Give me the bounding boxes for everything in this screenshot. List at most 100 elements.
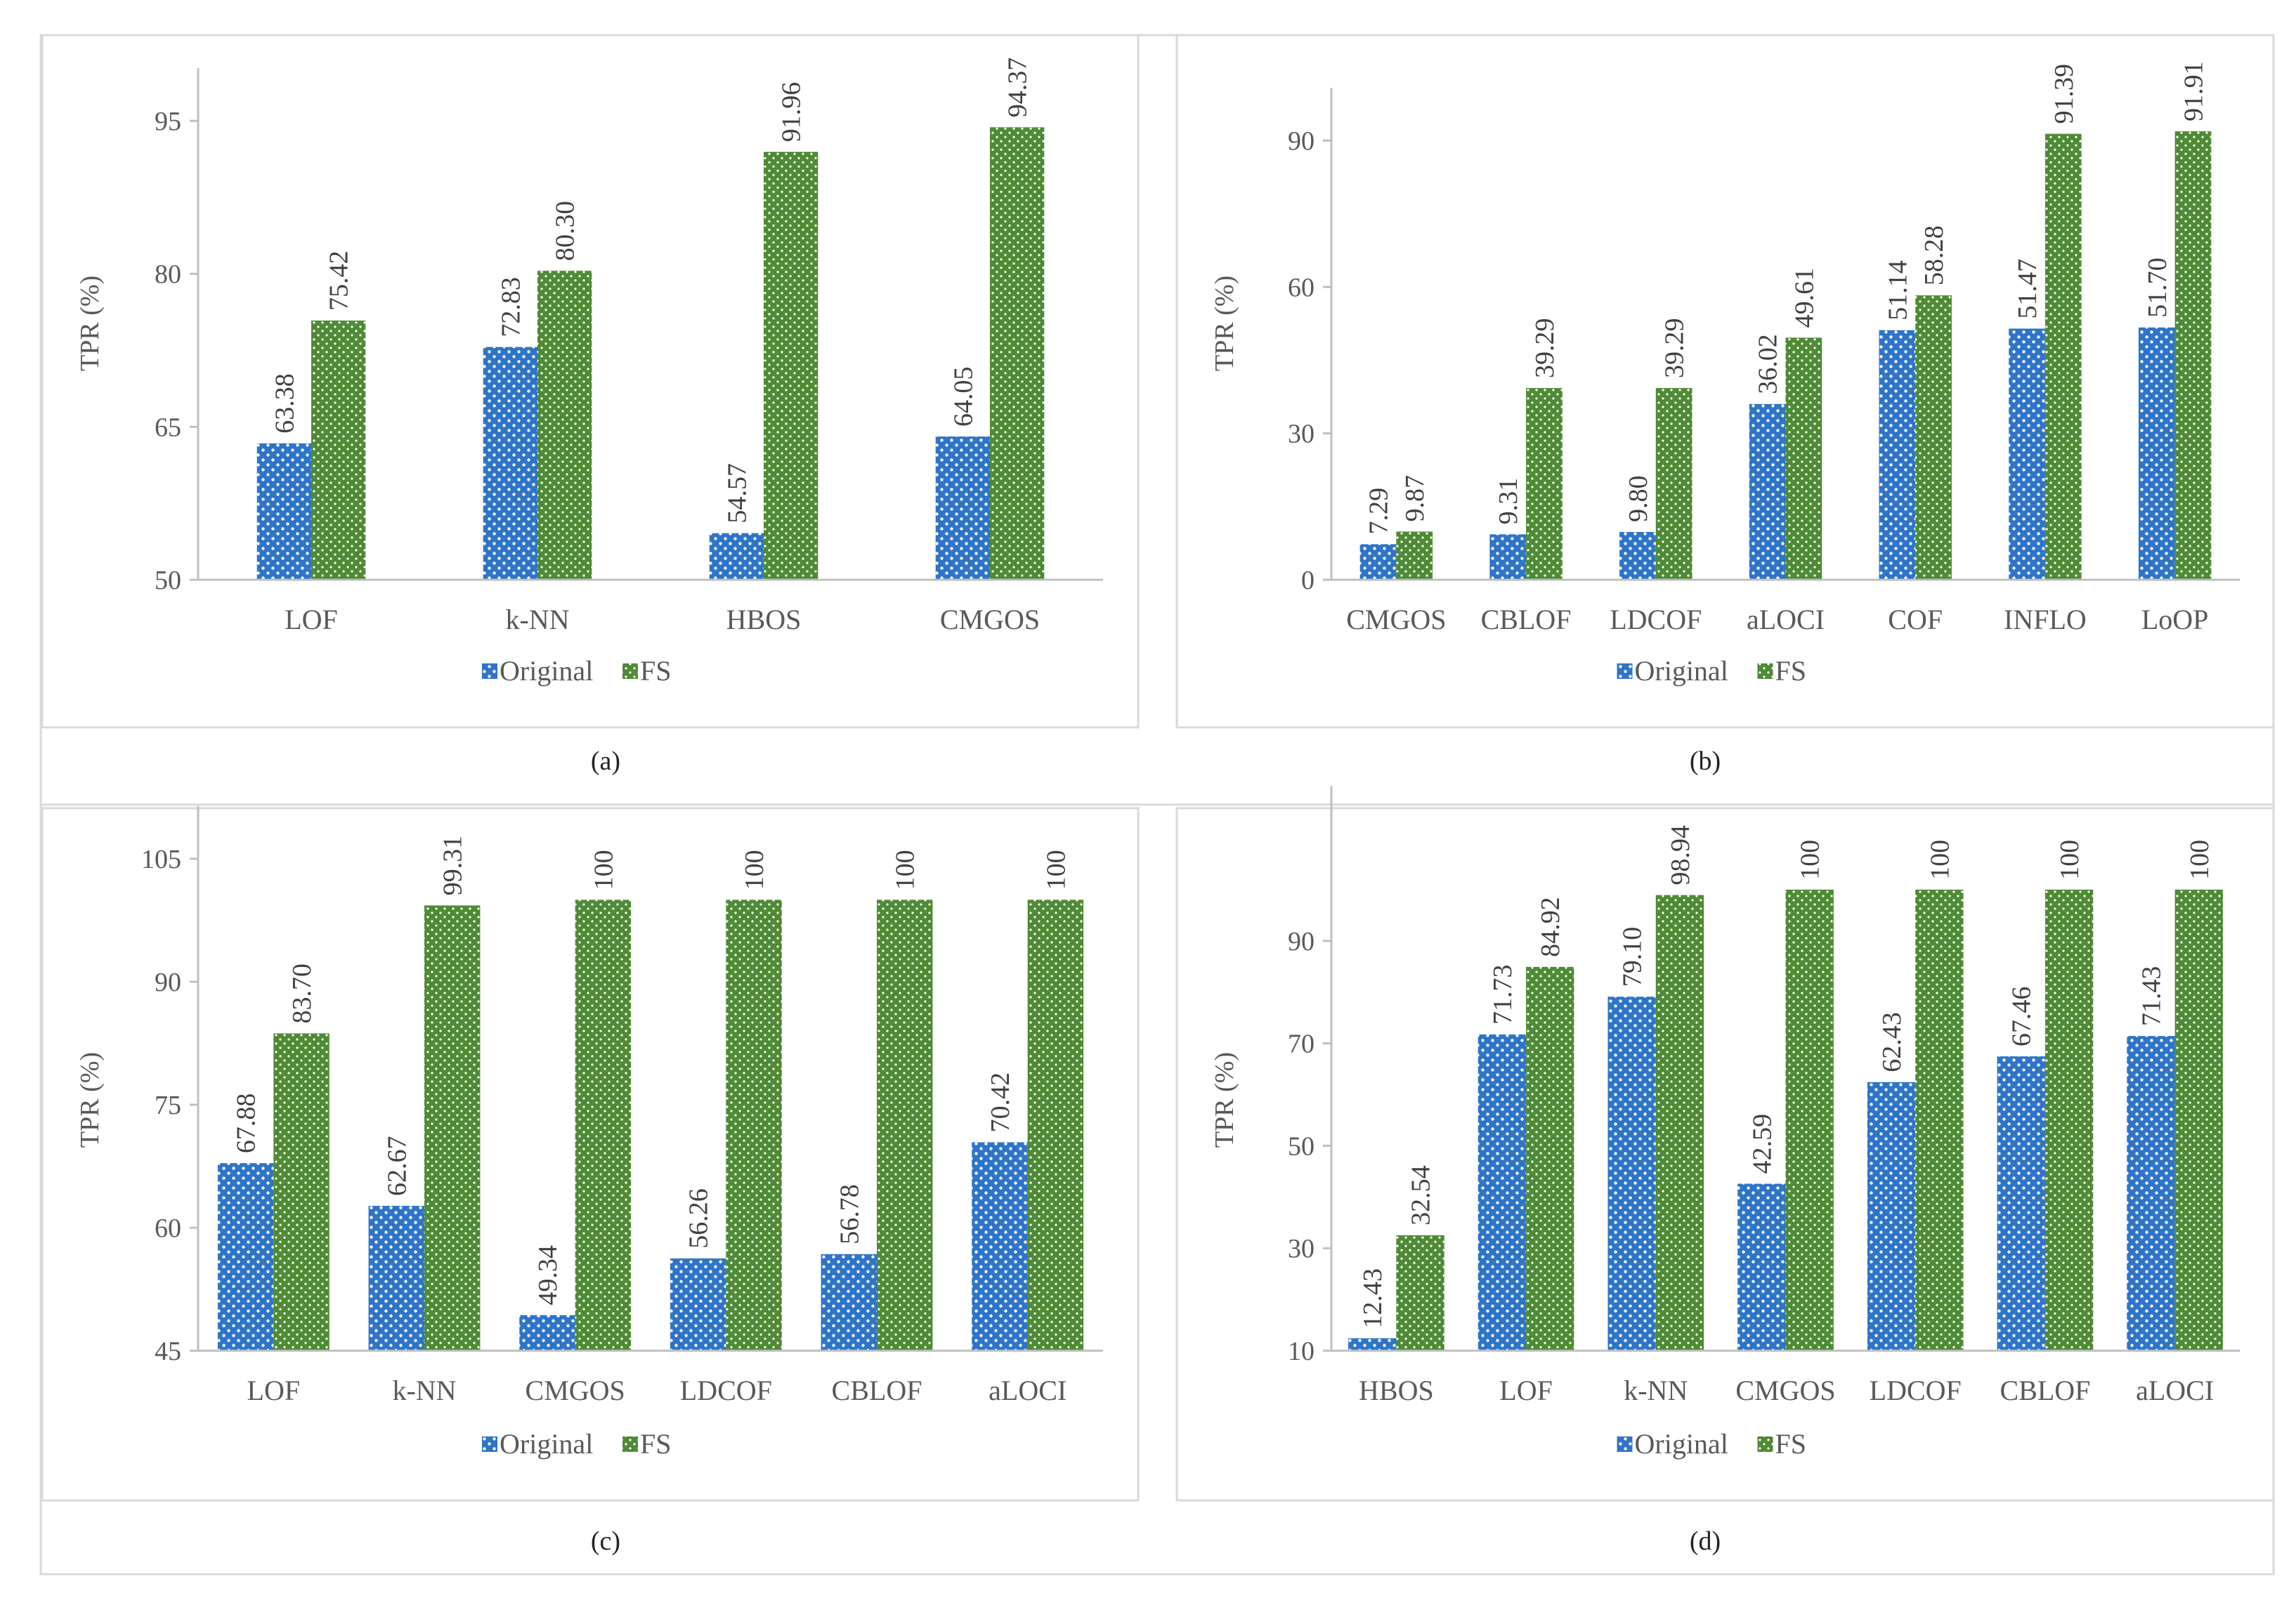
data-label-original: 9.31: [1494, 478, 1523, 525]
data-label-fs: 100: [2055, 840, 2085, 880]
y-axis-label: TPR (%): [75, 1052, 105, 1148]
data-label-original: 36.02: [1754, 334, 1783, 394]
data-label-fs: 100: [740, 850, 769, 890]
data-label-original: 70.42: [986, 1072, 1015, 1133]
data-label-original: 67.88: [232, 1093, 261, 1154]
x-tick-label: aLOCI: [989, 1375, 1067, 1406]
bar-original-cmgos: [1737, 1183, 1786, 1351]
y-tick-label: 90: [155, 968, 181, 997]
y-axis-label: TPR (%): [75, 275, 105, 371]
data-label-fs: 91.39: [2049, 64, 2079, 124]
y-tick-label: 30: [1288, 420, 1315, 449]
y-tick-label: 65: [155, 413, 181, 442]
bar-fs-aloci: [1027, 900, 1084, 1351]
data-label-fs: 84.92: [1536, 897, 1565, 957]
y-axis-label: TPR (%): [1210, 275, 1239, 371]
data-label-original: 51.14: [1883, 260, 1912, 320]
data-label-original: 42.59: [1747, 1114, 1777, 1174]
bar-original-ldcof: [1867, 1082, 1916, 1351]
legend-swatch-fs: [1757, 1436, 1773, 1452]
data-label-fs: 100: [1925, 840, 1955, 880]
data-label-fs: 32.54: [1407, 1165, 1436, 1226]
x-tick-label: LoOP: [2141, 604, 2209, 635]
data-label-fs: 99.31: [438, 836, 468, 896]
data-label-original: 51.70: [2143, 257, 2172, 318]
data-label-fs: 9.87: [1400, 475, 1430, 522]
chart-d: TPR (%) 10 30 50 70 90 12.43 32.54 HBOS 71.73 84.9…: [1210, 786, 2240, 1460]
bar-original-loop: [2138, 327, 2175, 580]
bar-fs-loop: [2174, 131, 2212, 580]
bar-original-ldcof: [1619, 531, 1656, 580]
y-tick-label: 30: [1288, 1234, 1315, 1264]
y-tick-label: 90: [1288, 126, 1315, 156]
legend-swatch-fs: [622, 663, 638, 679]
data-label-fs: 75.42: [325, 251, 354, 311]
x-tick-label: HBOS: [1359, 1375, 1434, 1406]
chart-a: TPR (%) 50 65 80 95 63.38 75.42 LOF 72.83 80.30 k-…: [75, 58, 1103, 687]
bar-original-cmgos: [519, 1315, 575, 1351]
legend-swatch-original: [1617, 663, 1633, 679]
bar-original-k-nn: [1607, 997, 1656, 1351]
data-label-fs: 100: [2185, 840, 2215, 880]
bar-original-k-nn: [368, 1205, 424, 1351]
data-label-fs: 98.94: [1666, 825, 1695, 885]
panel-a-frame: [41, 34, 1140, 729]
data-label-original: 56.26: [684, 1188, 714, 1249]
bar-fs-aloci: [1785, 337, 1822, 580]
legend-label-fs: FS: [640, 655, 672, 687]
legend-label-fs: FS: [640, 1428, 672, 1460]
data-label-original: 62.67: [382, 1136, 412, 1196]
x-tick-label: LOF: [285, 604, 338, 635]
bar-fs-cof: [1915, 295, 1952, 580]
y-tick-label: 45: [155, 1337, 181, 1366]
bar-original-cmgos: [935, 436, 990, 580]
legend-swatch-original: [482, 663, 497, 679]
data-label-original: 7.29: [1364, 488, 1393, 535]
x-tick-label: aLOCI: [2136, 1375, 2214, 1406]
bar-original-k-nn: [483, 346, 537, 580]
bar-fs-hbos: [764, 152, 818, 580]
y-tick-label: 60: [155, 1214, 181, 1243]
data-label-original: 71.43: [2137, 966, 2166, 1027]
bar-fs-cblof: [2044, 889, 2094, 1351]
data-label-fs: 80.30: [551, 201, 580, 261]
bar-fs-k-nn: [424, 905, 481, 1351]
bar-fs-lof: [1526, 966, 1574, 1351]
bar-fs-aloci: [2174, 889, 2223, 1351]
data-label-fs: 58.28: [1919, 226, 1949, 286]
bar-original-inflo: [2009, 328, 2045, 580]
caption-d: (d): [1690, 1526, 1721, 1556]
x-tick-label: INFLO: [2004, 604, 2087, 635]
y-tick-label: 80: [155, 260, 181, 290]
data-label-fs: 91.91: [2179, 61, 2209, 122]
panel-b-frame: [1175, 34, 2275, 729]
data-label-fs: 49.61: [1789, 268, 1819, 328]
y-tick-label: 105: [141, 845, 181, 874]
data-label-original: 71.73: [1488, 964, 1518, 1025]
legend-swatch-original: [482, 1436, 497, 1452]
bar-original-hbos: [709, 533, 764, 580]
y-tick-label: 95: [155, 107, 181, 136]
bar-original-cblof: [821, 1254, 877, 1351]
x-tick-label: HBOS: [726, 604, 802, 635]
legend-label-fs: FS: [1775, 1428, 1807, 1460]
x-tick-label: k-NN: [1624, 1375, 1688, 1406]
caption-a: (a): [591, 746, 620, 776]
legend-swatch-fs: [1757, 663, 1773, 679]
bar-original-cof: [1879, 330, 1916, 580]
x-tick-label: k-NN: [392, 1375, 456, 1406]
bar-original-aloci: [2127, 1036, 2175, 1351]
bar-original-cmgos: [1359, 544, 1397, 580]
bar-original-aloci: [972, 1142, 1028, 1351]
data-label-original: 63.38: [270, 373, 299, 434]
bar-fs-cmgos: [1785, 889, 1834, 1351]
x-tick-label: LOF: [1499, 1375, 1553, 1406]
bar-fs-inflo: [2044, 134, 2082, 580]
data-label-original: 49.34: [533, 1245, 563, 1306]
bar-original-ldcof: [670, 1258, 726, 1351]
x-tick-label: CBLOF: [832, 1375, 922, 1406]
bar-fs-cmgos: [575, 900, 632, 1351]
bar-original-hbos: [1348, 1338, 1397, 1351]
x-tick-label: CMGOS: [940, 604, 1040, 635]
